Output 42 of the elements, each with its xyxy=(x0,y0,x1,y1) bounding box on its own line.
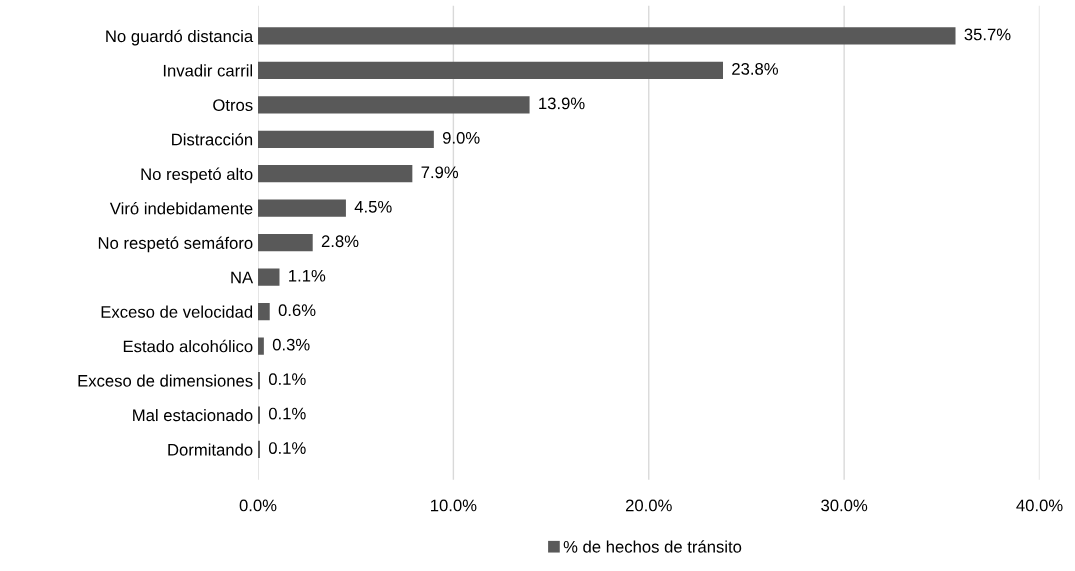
y-tick-label: No respetó semáforo xyxy=(98,236,253,253)
bar xyxy=(258,27,956,45)
data-label: 23.8% xyxy=(732,63,779,75)
y-tick-label: Dormitando xyxy=(168,443,253,456)
data-label: 9.0% xyxy=(442,131,480,144)
bar xyxy=(258,61,724,79)
x-tick-label: 20.0% xyxy=(625,499,672,512)
data-label: 7.9% xyxy=(421,166,459,179)
data-label: 1.1% xyxy=(289,269,326,282)
bar xyxy=(258,165,413,183)
y-tick-label: NA xyxy=(231,271,254,284)
y-tick-label: Invadir carril xyxy=(163,64,253,77)
data-label: 0.1% xyxy=(268,373,306,386)
data-label: 13.9% xyxy=(539,97,585,110)
bar xyxy=(258,234,313,252)
y-tick-label: Mal estacionado xyxy=(133,408,253,422)
y-tick-label: No guardó distancia xyxy=(106,29,254,46)
x-tick-label: 10.0% xyxy=(431,499,477,512)
data-label: 0.6% xyxy=(278,304,316,317)
y-tick-label: Exceso de velocidad xyxy=(101,305,253,318)
data-label: 4.5% xyxy=(354,200,392,213)
data-label: 0.3% xyxy=(272,338,310,351)
y-tick-label: No respetó alto xyxy=(141,167,253,184)
data-label: 0.1% xyxy=(268,442,306,454)
x-tick-label: 30.0% xyxy=(821,499,868,512)
bar xyxy=(258,96,530,114)
data-label: 0.1% xyxy=(268,407,306,420)
x-tick-label: 40.0% xyxy=(1016,499,1063,512)
bar xyxy=(258,130,434,148)
y-tick-label: Exceso de dimensiones xyxy=(78,374,253,387)
y-tick-label: Otros xyxy=(213,99,253,112)
bar xyxy=(258,302,270,321)
data-label: 35.7% xyxy=(964,28,1011,41)
legend-label: % de hechos de tránsito xyxy=(563,540,742,553)
y-tick-label: Estado alcohólico xyxy=(123,339,253,353)
bar xyxy=(258,199,346,217)
data-label: 2.8% xyxy=(321,235,359,248)
y-tick-label: Distracción xyxy=(172,133,253,146)
bar xyxy=(258,337,264,355)
bar xyxy=(258,268,280,286)
x-tick-label: 0.0% xyxy=(239,499,277,512)
y-tick-label: Viró indebidamente xyxy=(109,201,253,215)
